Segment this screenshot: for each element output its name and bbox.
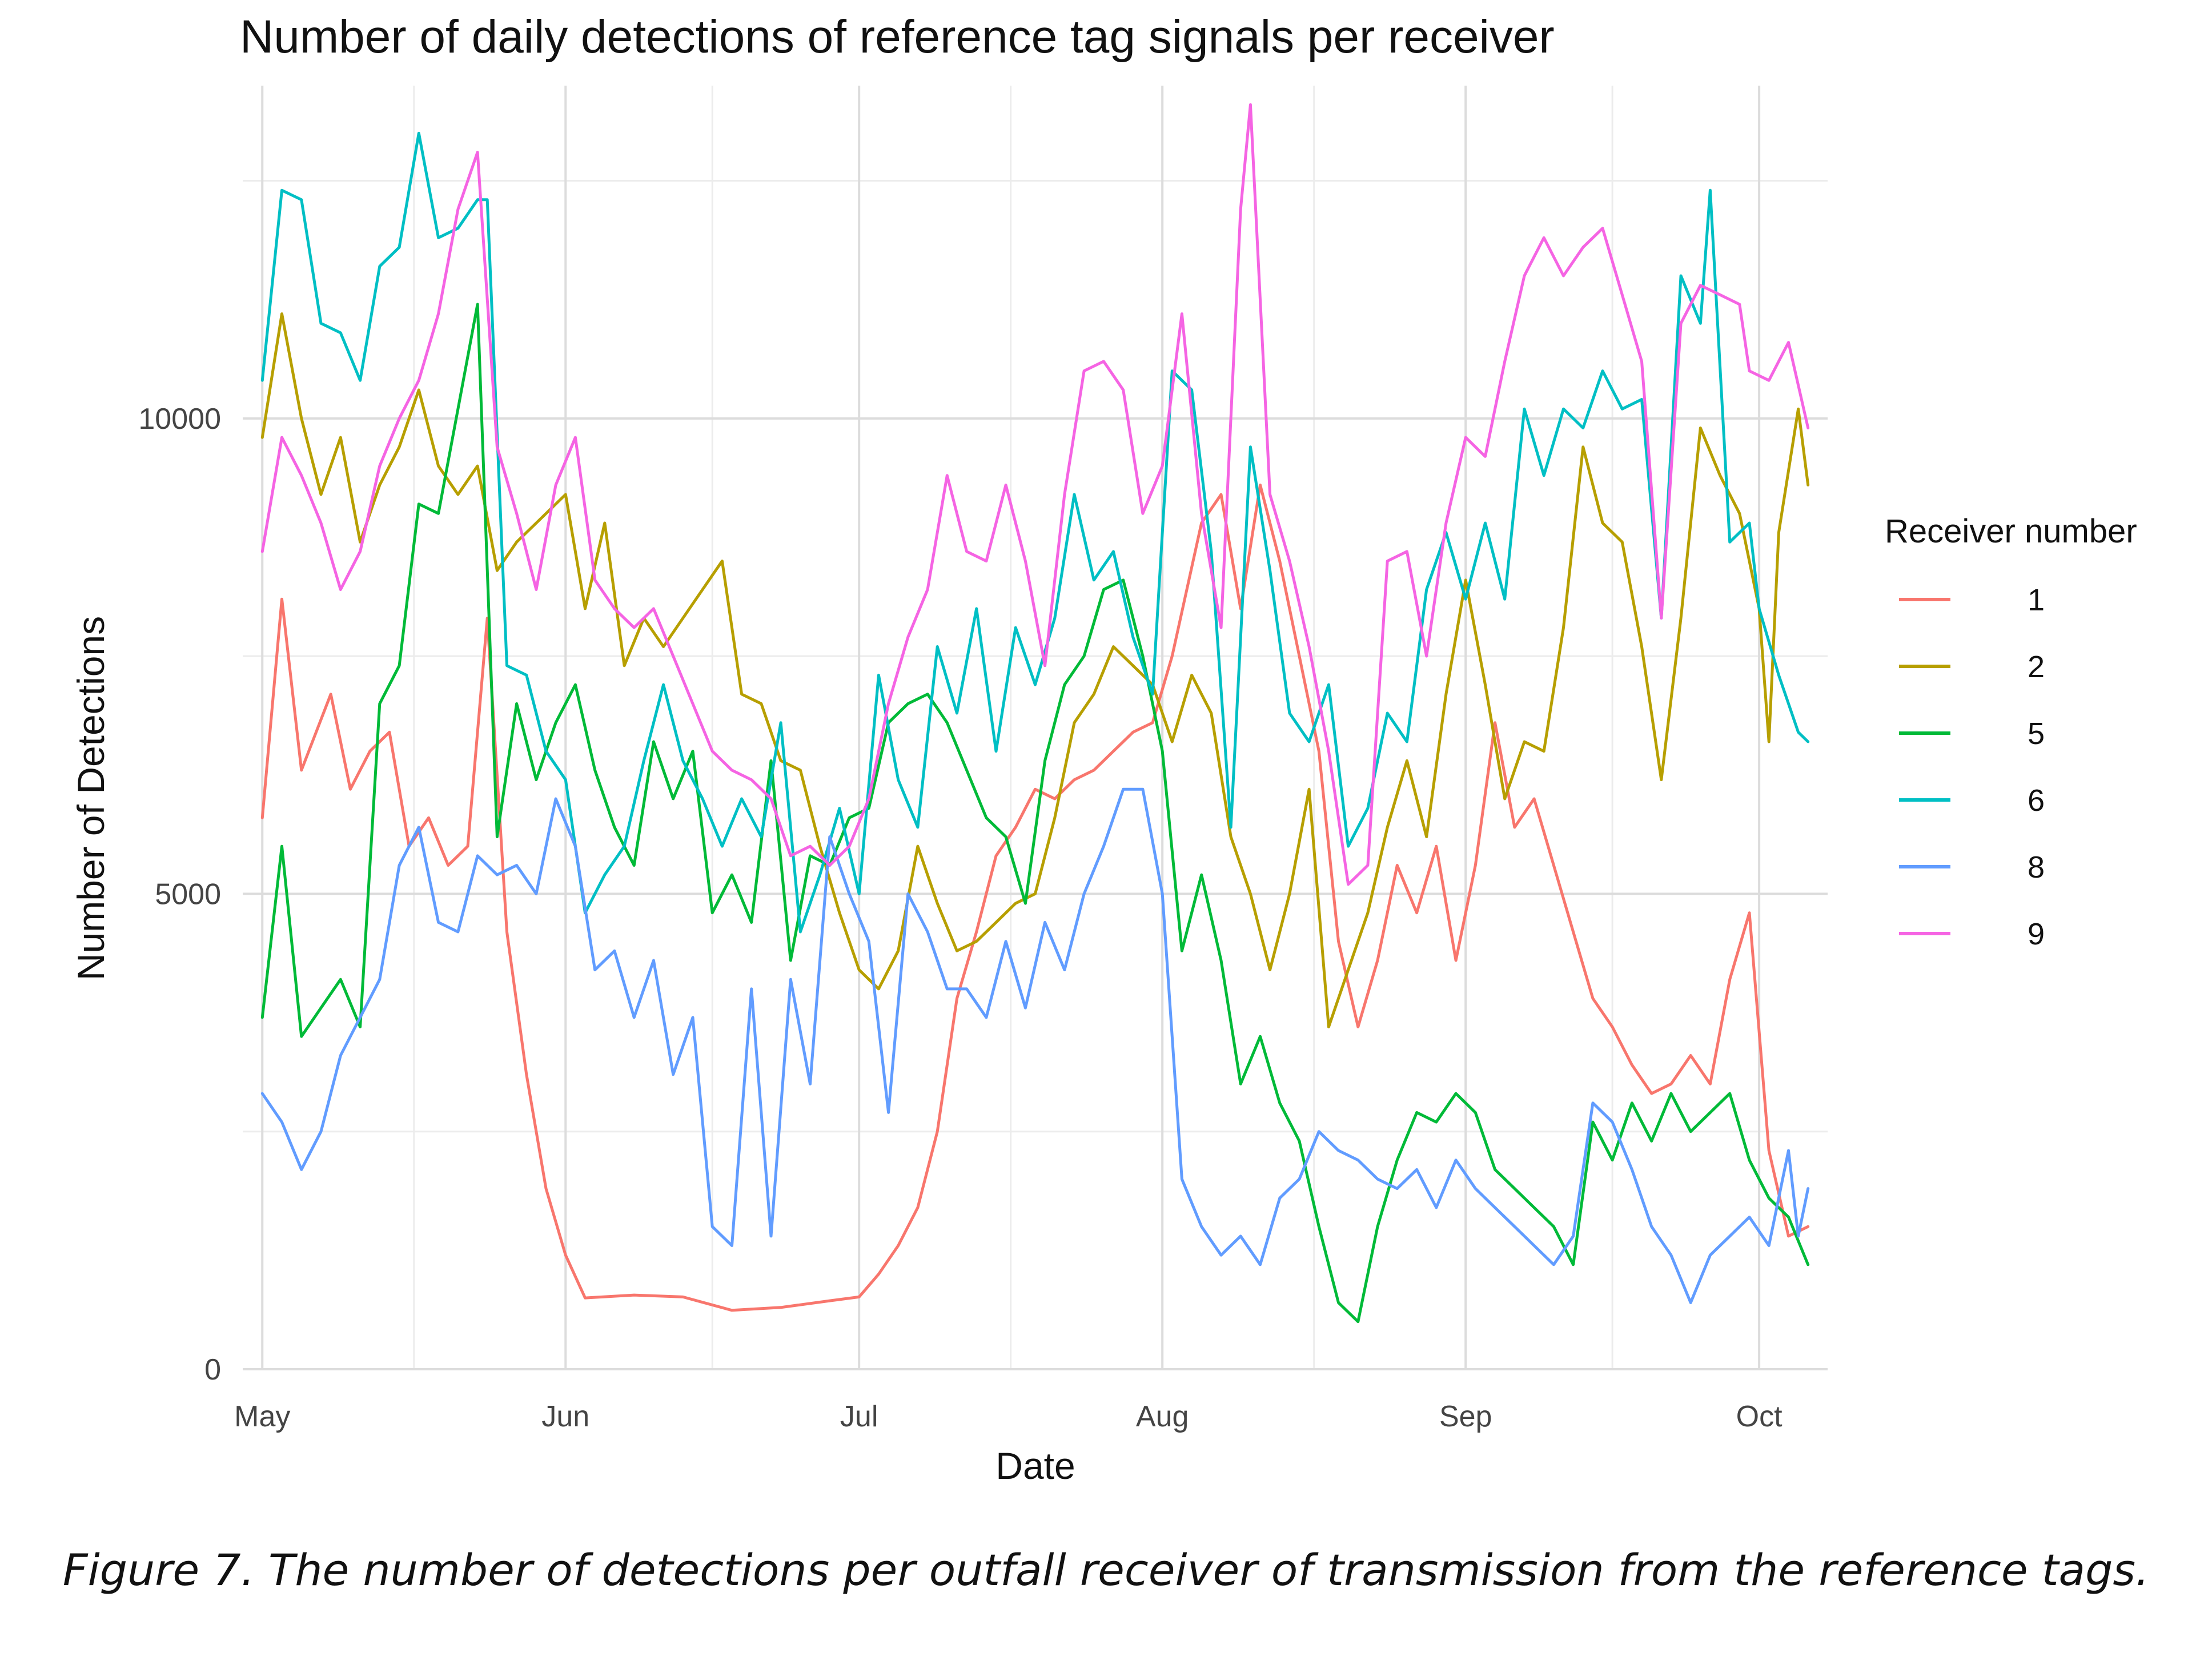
x-axis-label: Date [995,1445,1075,1487]
legend-label-9: 9 [2028,917,2045,951]
series-line-6 [260,131,1810,934]
grid [243,86,1828,1370]
chart-title: Number of daily detections of reference … [240,11,1555,63]
figure-caption: Figure 7. The number of detections per o… [62,1545,2150,1595]
series-line-8 [260,787,1810,1304]
legend-title: Receiver number [1885,513,2137,550]
legend-label-8: 8 [2028,850,2045,884]
legend-label-5: 5 [2028,717,2045,751]
x-tick-label: Aug [1136,1400,1189,1433]
y-tick-label: 5000 [155,878,221,911]
x-tick-label: Jun [541,1400,589,1433]
legend-label-1: 1 [2028,583,2045,617]
series-line-9 [260,103,1810,886]
y-tick-label: 0 [204,1353,221,1386]
x-tick-label: Sep [1439,1400,1492,1433]
axes: 0 5000 10000 May Jun Jul Aug Sep Oct [138,403,1783,1433]
y-tick-label: 10000 [138,403,221,436]
legend-label-6: 6 [2028,783,2045,818]
series-line-5 [260,303,1810,1324]
y-axis-label: Number of Detections [70,616,112,980]
legend: Receiver number 1 2 5 6 8 9 [1885,513,2137,951]
x-tick-label: May [234,1400,290,1433]
series-line-1 [260,483,1810,1312]
x-tick-label: Oct [1736,1400,1783,1433]
plot-lines [260,103,1810,1324]
x-tick-label: Jul [840,1400,878,1433]
legend-label-2: 2 [2028,650,2045,684]
